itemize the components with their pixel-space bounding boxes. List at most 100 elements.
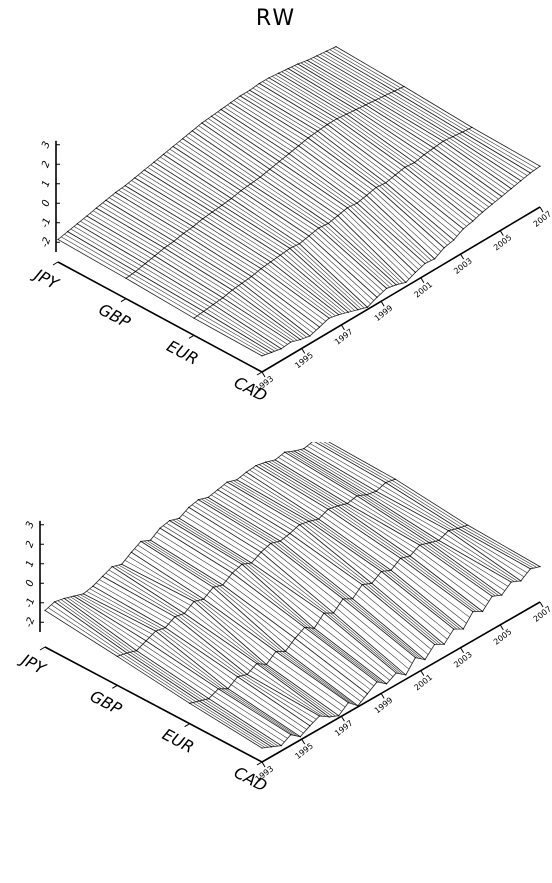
surface-hatch (205, 216, 275, 260)
surface-hatch (197, 315, 266, 355)
surface-hatch (95, 582, 169, 625)
surface-point (114, 191, 117, 194)
z-tick-label: 0 (24, 579, 37, 589)
surface-hatch (358, 589, 432, 650)
surface-hatch (257, 555, 331, 614)
time-tick (420, 277, 425, 283)
surface-point (355, 108, 357, 111)
surface-hatch (286, 535, 360, 590)
time-axis-line (261, 601, 541, 763)
surface-hatch (343, 115, 412, 165)
surface-hatch (312, 233, 381, 295)
surface-hatch (80, 594, 153, 635)
surface-point (501, 195, 503, 198)
surface-point (393, 90, 396, 92)
time-tick (499, 624, 504, 631)
surface-hatch (330, 612, 403, 675)
surface-point (299, 338, 301, 341)
surface-point (520, 180, 522, 182)
surface-point (452, 136, 454, 138)
surface-hatch (199, 221, 268, 265)
surface-hatch (252, 467, 326, 513)
surface-hatch (439, 143, 509, 192)
surface-point (328, 317, 330, 319)
surface-hatch (292, 530, 366, 585)
surface-point (193, 317, 195, 319)
surface-hatch (323, 126, 393, 178)
surface-hatch (148, 260, 217, 303)
surface-hatch (83, 218, 152, 259)
surface-hatch (369, 493, 443, 538)
surface-hatch (118, 189, 187, 232)
surface-point (287, 68, 289, 70)
surface-hatch (138, 268, 207, 310)
surface-point (405, 674, 407, 676)
surface-hatch (134, 548, 207, 596)
surface-hatch (252, 87, 322, 130)
surface-hatch (262, 663, 336, 717)
surface-hatch (120, 655, 194, 703)
surface-hatch (334, 506, 408, 558)
surface-hatch (407, 165, 477, 219)
surface-point (249, 89, 251, 91)
surface-hatch (369, 192, 438, 256)
surface-hatch (281, 71, 350, 113)
surface-hatch (302, 240, 371, 305)
surface-point (261, 355, 263, 357)
surface-hatch (301, 630, 375, 687)
surface-hatch (253, 181, 322, 227)
time-tick-label: 2003 (452, 650, 474, 670)
surface-hatch (272, 655, 346, 708)
time-tick-label: 2001 (413, 280, 435, 300)
surface-hatch (398, 172, 467, 227)
time-axis-line (261, 206, 541, 373)
surface-hatch (204, 120, 274, 167)
surface-point (453, 239, 455, 241)
surface-hatch (454, 528, 528, 574)
time-tick-label: 2005 (492, 627, 514, 647)
surface-hatch (228, 200, 297, 246)
surface-hatch (339, 603, 413, 664)
surface-point (124, 185, 126, 187)
surface-hatch (255, 85, 325, 127)
surface-hatch (259, 663, 333, 717)
surface-point (342, 598, 344, 600)
surface-hatch (230, 481, 303, 524)
surface-hatch (271, 76, 341, 118)
surface-point (250, 275, 253, 278)
surface-point (197, 499, 199, 501)
surface-point (241, 282, 243, 284)
surface-hatch (211, 695, 285, 743)
surface-point (121, 563, 123, 565)
surface-hatch (70, 596, 144, 645)
surface-point (145, 640, 147, 642)
surface-hatch (196, 223, 265, 267)
surface-point (356, 202, 358, 204)
surface-hatch (296, 245, 365, 309)
surface-hatch (80, 220, 149, 262)
surface-hatch (288, 646, 362, 703)
surface-hatch (176, 238, 246, 282)
surface-hatch (200, 313, 269, 354)
surface-hatch (297, 449, 370, 494)
surface-point (352, 598, 354, 600)
surface-point (284, 650, 287, 652)
surface-point (241, 563, 243, 565)
surface-point (309, 725, 311, 727)
z-tick-label: -2 (40, 236, 54, 249)
surface-point (386, 287, 388, 289)
surface-point (384, 95, 386, 97)
category-tick (256, 371, 263, 376)
surface-point (318, 715, 321, 717)
time-tick (301, 738, 306, 745)
surface-point (270, 746, 273, 748)
surface-hatch (323, 442, 393, 481)
surface-point (265, 663, 267, 666)
z-tick-label: 2 (40, 160, 53, 170)
surface-hatch (282, 651, 355, 705)
surface-hatch (416, 548, 490, 602)
category-axis-line (44, 646, 263, 763)
surface-point (405, 281, 407, 283)
surface-point (202, 310, 205, 313)
surface-point (327, 508, 329, 510)
